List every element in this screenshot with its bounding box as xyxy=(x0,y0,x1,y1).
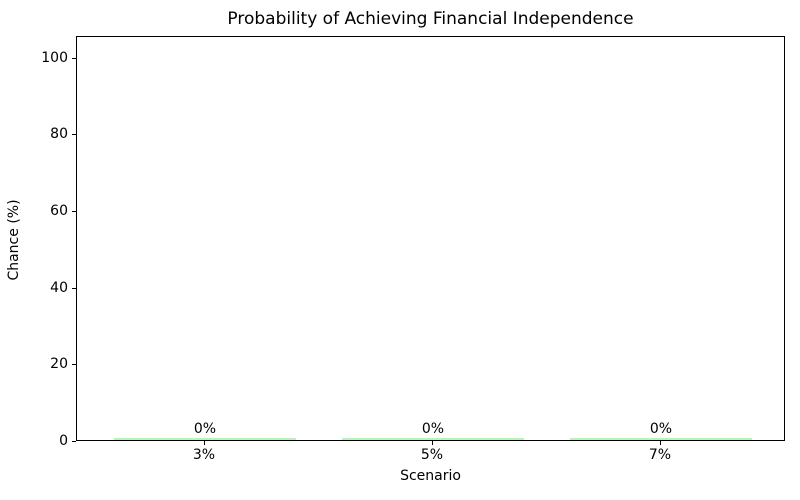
bar-value-label: 0% xyxy=(421,421,445,437)
bar-value-label: 0% xyxy=(193,421,217,437)
x-tick-label: 7% xyxy=(648,447,672,463)
x-tick-label: 3% xyxy=(192,447,216,463)
y-tick-label: 60 xyxy=(50,203,68,219)
bar-value-label: 0% xyxy=(649,421,673,437)
x-axis-tick xyxy=(432,441,433,445)
y-tick-label: 20 xyxy=(50,356,68,372)
y-axis-tick xyxy=(72,58,76,59)
y-axis-label: Chance (%) xyxy=(6,199,22,281)
y-axis-tick xyxy=(72,134,76,135)
x-axis-label: Scenario xyxy=(400,468,461,484)
y-tick-label: 100 xyxy=(41,50,68,66)
plot-area: 0% 0% 0% xyxy=(76,36,785,441)
x-tick-label: 5% xyxy=(420,447,444,463)
x-axis-tick xyxy=(660,441,661,445)
y-axis-tick xyxy=(72,211,76,212)
chart-title: Probability of Achieving Financial Indep… xyxy=(227,9,634,29)
y-tick-label: 80 xyxy=(50,126,68,142)
bar xyxy=(570,438,752,440)
bar xyxy=(342,438,524,440)
y-tick-label: 0 xyxy=(59,433,68,449)
y-tick-label: 40 xyxy=(50,280,68,296)
bar xyxy=(114,438,296,440)
y-axis-tick xyxy=(72,288,76,289)
y-axis-tick xyxy=(72,364,76,365)
x-axis-tick xyxy=(204,441,205,445)
y-axis-tick xyxy=(72,441,76,442)
